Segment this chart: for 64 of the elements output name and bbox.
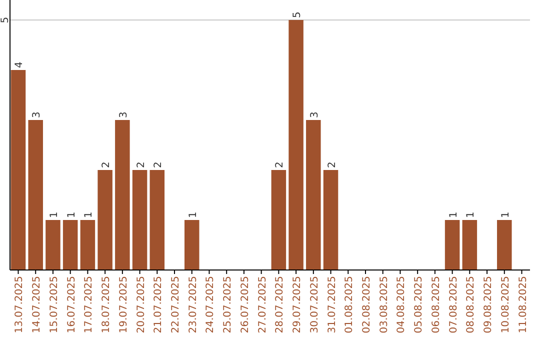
bar — [150, 170, 165, 270]
bar — [497, 220, 512, 270]
data-label: 1 — [66, 212, 78, 218]
data-label: 1 — [448, 212, 460, 218]
x-tick-label: 20.07.2025 — [136, 276, 147, 334]
data-label: 1 — [188, 212, 199, 218]
x-tick-label: 15.07.2025 — [48, 276, 60, 334]
x-tick-label: 17.07.2025 — [84, 276, 95, 334]
data-label: 2 — [101, 162, 112, 168]
x-tick-label: 07.08.2025 — [448, 276, 460, 334]
bar — [444, 220, 460, 270]
bar — [132, 170, 148, 270]
bar — [462, 220, 478, 270]
x-tick-label: 10.08.2025 — [500, 276, 512, 334]
bar — [306, 120, 321, 270]
x-tick-label: 03.08.2025 — [378, 276, 390, 334]
x-tick-label: 26.07.2025 — [240, 276, 251, 334]
data-label: 2 — [274, 162, 286, 168]
data-label: 3 — [32, 112, 43, 118]
data-label: 1 — [84, 212, 95, 218]
data-label: 1 — [500, 212, 512, 218]
bar — [98, 170, 112, 270]
bar — [288, 20, 304, 270]
data-label: 2 — [153, 162, 164, 168]
bar — [271, 170, 286, 270]
data-label: 1 — [48, 212, 60, 218]
x-tick-label: 11.08.2025 — [518, 276, 529, 334]
x-tick-label: 25.07.2025 — [222, 276, 234, 334]
bar — [28, 120, 43, 270]
x-tick-label: 19.07.2025 — [118, 276, 130, 334]
x-tick-label: 30.07.2025 — [309, 276, 320, 334]
x-tick-label: 01.08.2025 — [344, 276, 356, 334]
x-tick-label: 02.08.2025 — [361, 276, 372, 334]
x-tick-label: 21.07.2025 — [153, 276, 164, 334]
x-tick-label: 14.07.2025 — [32, 276, 43, 334]
x-tick-label: 06.08.2025 — [430, 276, 442, 334]
bar — [323, 170, 338, 270]
x-tick-label: 31.07.2025 — [326, 276, 338, 334]
data-label: 3 — [118, 112, 130, 118]
x-tick-label: 22.07.2025 — [170, 276, 182, 334]
bar — [10, 70, 26, 270]
x-tick-label: 08.08.2025 — [466, 276, 477, 334]
bar — [115, 120, 130, 270]
bar — [184, 220, 200, 270]
data-label: 5 — [292, 12, 304, 18]
x-tick-label: 18.07.2025 — [101, 276, 112, 334]
x-tick-label: 23.07.2025 — [188, 276, 199, 334]
x-tick-label: 24.07.2025 — [205, 276, 216, 334]
data-label: 1 — [466, 212, 477, 218]
x-tick-label: 27.07.2025 — [257, 276, 268, 334]
bar — [46, 220, 60, 270]
x-tick-label: 09.08.2025 — [483, 276, 494, 334]
x-tick-label: 16.07.2025 — [66, 276, 78, 334]
bar — [62, 220, 78, 270]
x-tick-label: 13.07.2025 — [14, 276, 26, 334]
bar — [80, 220, 96, 270]
x-tick-label: 05.08.2025 — [414, 276, 425, 334]
data-label: 3 — [309, 112, 320, 118]
data-label: 2 — [326, 162, 338, 168]
data-label: 2 — [136, 162, 147, 168]
x-tick-label: 04.08.2025 — [396, 276, 408, 334]
x-tick-label: 28.07.2025 — [274, 276, 286, 334]
data-label: 4 — [14, 62, 26, 68]
x-tick-label: 29.07.2025 — [292, 276, 304, 334]
